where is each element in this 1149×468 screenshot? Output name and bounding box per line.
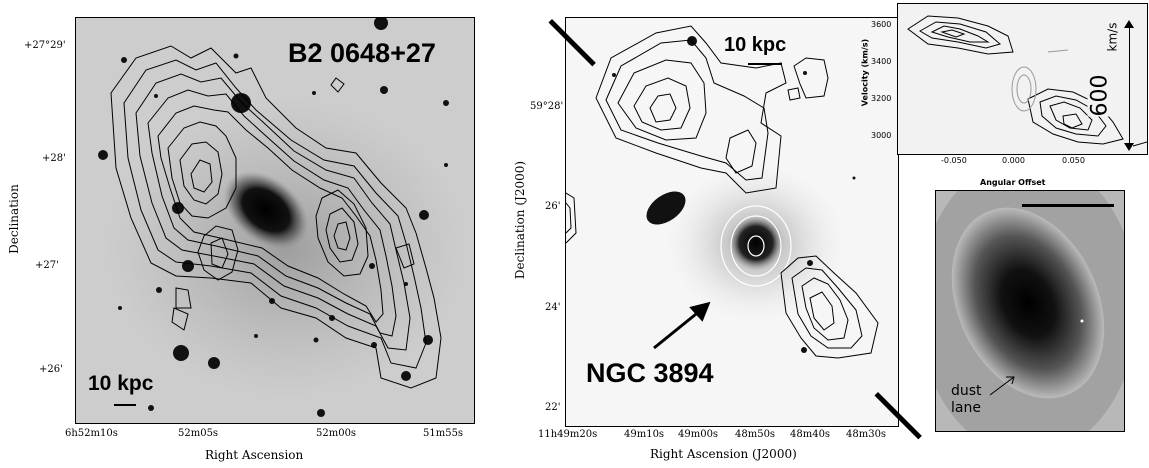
panel-a-dec-title: Declination — [7, 184, 21, 254]
panel-b-ra-tick-4: 48m50s — [735, 429, 776, 440]
panel-a-dec-tick-2: +28' — [42, 153, 66, 164]
panel-c-xtick-1: -0.050 — [941, 156, 967, 165]
galaxy-core — [223, 171, 309, 249]
panel-b-ra-tick-5: 48m40s — [790, 429, 831, 440]
panel-b-source-label: NGC 3894 — [586, 358, 714, 388]
panel-b-ra-title: Right Ascension (J2000) — [650, 447, 797, 461]
dust-lane-arrow — [989, 376, 1015, 396]
panel-a-scale-label: 10 kpc — [88, 372, 154, 395]
velocity-span-value: 600 — [1087, 74, 1113, 117]
panel-c-xlabel: Angular Offset — [980, 178, 1046, 187]
panel-a-source-label: B2 0648+27 — [288, 38, 436, 68]
panel-c-ytick-4: 3000 — [871, 131, 892, 140]
panel-d-galaxy-image: dust lane — [935, 190, 1125, 432]
panel-a-scale-bar — [114, 404, 136, 406]
velocity-span-arrow — [1129, 26, 1130, 144]
dust-lane-label-line1: dust — [951, 383, 982, 399]
panel-b-ra-tick-2: 49m10s — [624, 429, 665, 440]
velocity-span-unit: km/s — [1105, 22, 1120, 52]
panel-d-scale-bar — [1022, 204, 1114, 207]
panel-c-ytick-1: 3600 — [871, 20, 892, 29]
panel-a-image: B2 0648+27 10 kpc — [75, 17, 475, 424]
panel-c-xtick-3: 0.050 — [1062, 156, 1085, 165]
panel-a-dec-tick-4: +26' — [39, 364, 63, 375]
panel-a-ra-tick-3: 52m00s — [316, 428, 357, 439]
panel-c-ylabel: Velocity (km/s) — [860, 38, 870, 107]
panel-a-ra-title: Right Ascension — [205, 448, 304, 462]
panel-a-ra-tick-4: 51m55s — [423, 428, 464, 439]
panel-a-dec-tick-1: +27°29' — [24, 40, 66, 51]
panel-c-xtick-2: 0.000 — [1002, 156, 1025, 165]
panel-b-dec-title: Declination (J2000) — [513, 160, 527, 280]
panel-b-dec-tick-3: 24' — [545, 302, 561, 313]
panel-b-ra-tick-3: 49m00s — [678, 429, 719, 440]
panel-b-dec-tick-2: 26' — [545, 201, 561, 212]
velocity-span-arrowhead-top — [1124, 20, 1134, 28]
panel-b-image: NGC 3894 10 kpc — [565, 17, 899, 427]
dust-lane-label-line2: lane — [951, 400, 981, 416]
panel-a-ra-tick-2: 52m05s — [178, 428, 219, 439]
velocity-span-arrowhead-bottom — [1124, 143, 1134, 151]
panel-a-ra-tick-1: 6h52m10s — [65, 428, 118, 439]
panel-b-ra-tick-6: 48m30s — [846, 429, 887, 440]
ngc3894-core — [728, 215, 784, 271]
panel-b-scale-label: 10 kpc — [724, 34, 787, 56]
panel-b-scale-bar — [748, 63, 782, 65]
panel-b-dec-tick-4: 22' — [545, 402, 561, 413]
panel-a-dec-tick-3: +27' — [35, 260, 59, 271]
companion-galaxy — [646, 191, 686, 225]
panel-c-ytick-2: 3400 — [871, 57, 892, 66]
panel-b-ra-tick-1: 11h49m20s — [538, 429, 598, 440]
panel-c-ytick-3: 3200 — [871, 94, 892, 103]
panel-b-dec-tick-1: 59°28' — [530, 101, 564, 112]
